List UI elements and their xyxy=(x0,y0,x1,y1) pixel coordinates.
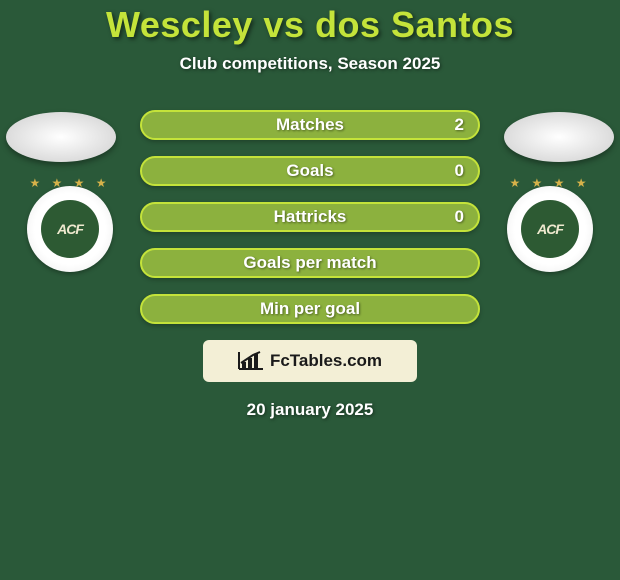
stat-label: Goals per match xyxy=(243,253,376,273)
stat-right-value: 0 xyxy=(455,161,464,181)
club-disc-right: ACF xyxy=(507,186,593,272)
club-stars-right: ★ ★ ★ ★ xyxy=(499,176,601,190)
club-crest-left: ACF xyxy=(41,200,99,258)
club-stars-left: ★ ★ ★ ★ xyxy=(19,176,121,190)
stat-label: Goals xyxy=(286,161,333,181)
player-avatar-left xyxy=(6,112,116,162)
stat-row-goals: Goals 0 xyxy=(140,156,480,186)
stat-right-value: 0 xyxy=(455,207,464,227)
stats-panel: Matches 2 Goals 0 Hattricks 0 Goals per … xyxy=(140,110,480,324)
comparison-card: Wescley vs dos Santos Club competitions,… xyxy=(0,0,620,580)
brand-chart-icon xyxy=(238,351,264,371)
stat-label: Matches xyxy=(276,115,344,135)
stat-right-value: 2 xyxy=(455,115,464,135)
stat-label: Min per goal xyxy=(260,299,360,319)
club-disc-left: ACF xyxy=(27,186,113,272)
brand-text: FcTables.com xyxy=(270,351,382,371)
stat-row-matches: Matches 2 xyxy=(140,110,480,140)
snapshot-date: 20 january 2025 xyxy=(0,400,620,420)
subtitle: Club competitions, Season 2025 xyxy=(0,54,620,74)
stat-label: Hattricks xyxy=(274,207,347,227)
brand-link[interactable]: FcTables.com xyxy=(203,340,417,382)
page-title: Wescley vs dos Santos xyxy=(0,4,620,46)
player-avatar-right xyxy=(504,112,614,162)
club-badge-right: ★ ★ ★ ★ ACF xyxy=(499,176,601,264)
club-badge-left: ★ ★ ★ ★ ACF xyxy=(19,176,121,264)
stat-row-goals-per-match: Goals per match xyxy=(140,248,480,278)
stat-row-hattricks: Hattricks 0 xyxy=(140,202,480,232)
stat-row-min-per-goal: Min per goal xyxy=(140,294,480,324)
club-crest-right: ACF xyxy=(521,200,579,258)
